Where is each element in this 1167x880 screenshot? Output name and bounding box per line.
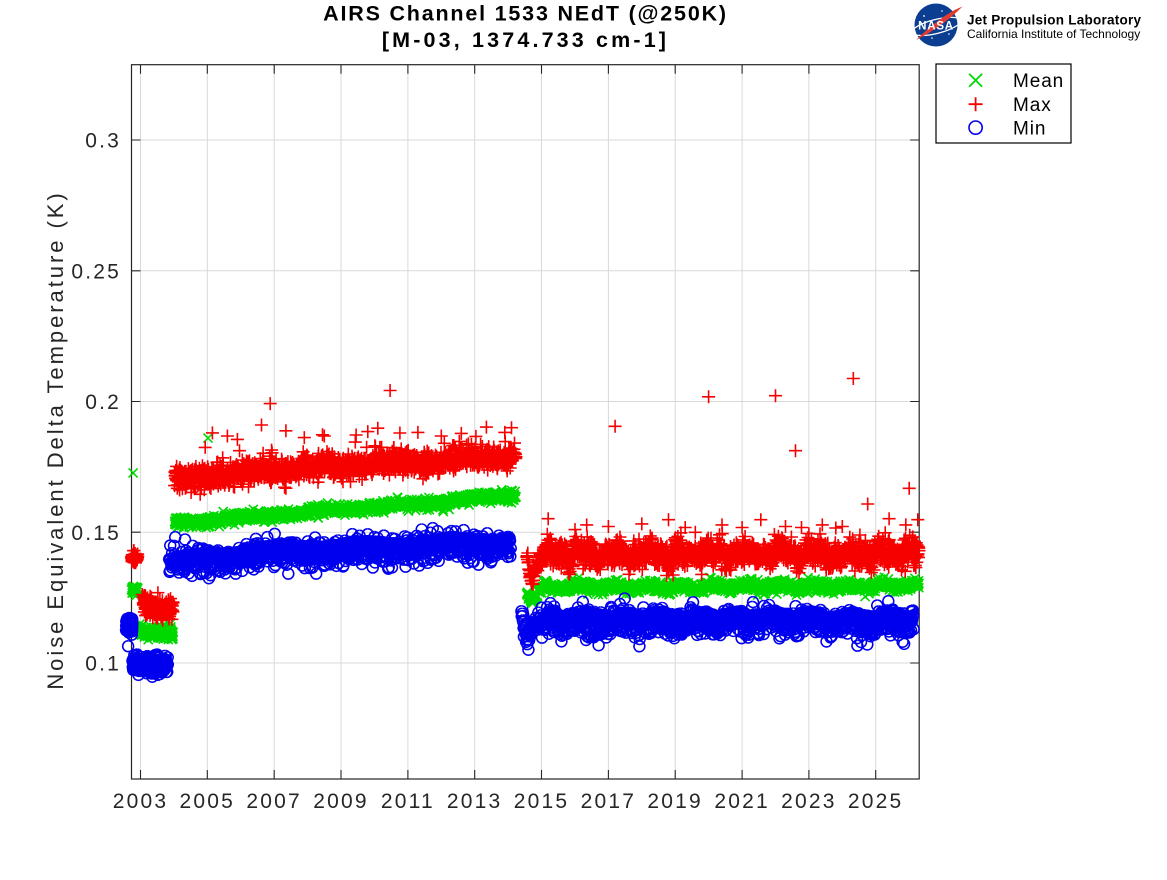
svg-text:0.2: 0.2 (85, 391, 121, 414)
svg-text:Noise Equivalent Delta Tempera: Noise Equivalent Delta Temperature (K) (43, 190, 68, 689)
svg-text:Mean: Mean (1013, 71, 1064, 92)
svg-text:Jet Propulsion Laboratory: Jet Propulsion Laboratory (967, 13, 1142, 28)
svg-text:0.3: 0.3 (85, 130, 121, 153)
svg-text:2003: 2003 (113, 790, 169, 813)
svg-text:Min: Min (1013, 118, 1046, 139)
svg-text:0.25: 0.25 (71, 260, 121, 283)
svg-text:2007: 2007 (246, 790, 302, 813)
svg-text:California Institute of Techno: California Institute of Technology (967, 27, 1140, 41)
svg-text:2005: 2005 (180, 790, 236, 813)
svg-text:2011: 2011 (381, 790, 435, 813)
svg-text:2021: 2021 (714, 790, 770, 813)
svg-text:2009: 2009 (313, 790, 369, 813)
svg-text:Max: Max (1013, 95, 1052, 116)
svg-text:2013: 2013 (447, 790, 503, 813)
svg-text:2017: 2017 (581, 790, 637, 813)
svg-text:0.1: 0.1 (85, 653, 121, 676)
svg-text:AIRS Channel 1533 NEdT (@250K): AIRS Channel 1533 NEdT (@250K) (323, 2, 728, 26)
svg-text:NASA: NASA (918, 21, 954, 33)
svg-text:[M-03, 1374.733 cm-1]: [M-03, 1374.733 cm-1] (382, 28, 669, 52)
svg-text:0.15: 0.15 (71, 522, 121, 545)
svg-text:2019: 2019 (647, 790, 703, 813)
svg-text:2015: 2015 (514, 790, 570, 813)
svg-text:2025: 2025 (848, 790, 904, 813)
svg-text:2023: 2023 (781, 790, 837, 813)
